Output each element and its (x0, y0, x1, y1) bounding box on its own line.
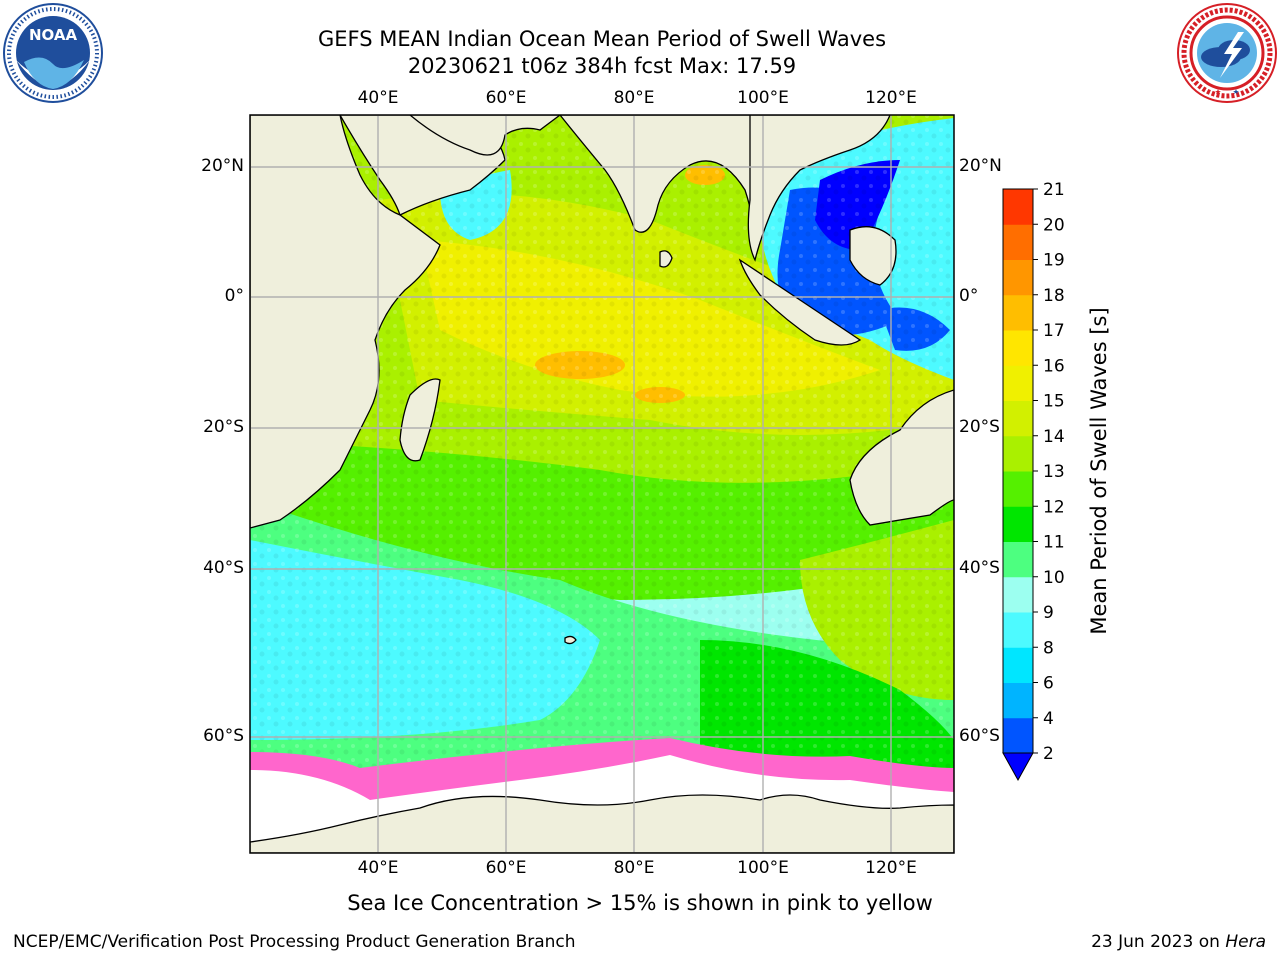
colorbar-segment (1003, 189, 1033, 225)
lon-label-bottom-60e: 60°E (485, 858, 527, 878)
colorbar-segment (1003, 330, 1033, 366)
lon-label-bottom-120e: 120°E (865, 858, 917, 878)
colorbar: 2 4 6 8 9 10 11 12 13 14 15 16 17 18 19 20 21 (1002, 180, 1065, 782)
colorbar-tick-label: 10 (1043, 568, 1065, 588)
colorbar-segment (1003, 717, 1033, 754)
colorbar-tick-label: 20 (1043, 215, 1065, 235)
chart-subtitle: 20230621 t06z 384h fcst Max: 17.59 (407, 54, 797, 78)
lat-label-left-20s: 20°S (203, 417, 244, 437)
lon-label-top-80e: 80°E (613, 88, 655, 108)
lon-label-top-40e: 40°E (357, 88, 399, 108)
lat-label-left-60s: 60°S (203, 726, 244, 746)
land-australia (849, 389, 954, 526)
lat-label-right-40s: 40°S (959, 558, 1000, 578)
colorbar-tick-label: 6 (1043, 674, 1054, 694)
land-antarctica (250, 794, 954, 853)
lon-label-top-60e: 60°E (485, 88, 527, 108)
lat-label-left-20n: 20°N (201, 156, 244, 176)
colorbar-tick-label: 4 (1043, 709, 1054, 729)
lat-label-right-20n: 20°N (959, 156, 1002, 176)
colorbar-segment (1003, 647, 1033, 683)
lat-label-right-20s: 20°S (959, 417, 1000, 437)
colorbar-segment (1003, 506, 1033, 542)
colorbar-segment (1003, 435, 1033, 472)
footer-date-text: 23 Jun 2023 on (1091, 932, 1226, 952)
land-kerguelen (564, 635, 577, 645)
colorbar-label: Mean Period of Swell Waves [s] (1087, 307, 1111, 634)
colorbar-tick-label: 8 (1043, 638, 1054, 658)
colorbar-segment (1003, 576, 1033, 613)
colorbar-under-arrow (1002, 752, 1034, 782)
noaa-logo-text: NOAA (29, 26, 78, 44)
colorbar-segment (1003, 682, 1033, 719)
colorbar-segment (1003, 259, 1033, 296)
nws-logo-icon (1177, 3, 1277, 103)
colorbar-segment (1003, 612, 1033, 648)
colorbar-tick-label: 18 (1043, 286, 1065, 306)
land-sri-lanka (659, 250, 673, 268)
land-africa (250, 115, 441, 529)
colorbar-tick-label: 11 (1043, 533, 1065, 553)
colorbar-tick-label: 16 (1043, 356, 1065, 376)
colorbar-tick-label: 14 (1043, 427, 1065, 447)
land-arabia (408, 115, 562, 156)
lat-label-left-0: 0° (224, 286, 244, 306)
footer-host: Hera (1225, 932, 1266, 952)
lon-label-top-120e: 120°E (865, 88, 917, 108)
colorbar-segment (1003, 294, 1033, 331)
colorbar-tick-label: 12 (1043, 497, 1065, 517)
lat-label-left-40s: 40°S (203, 558, 244, 578)
land-sumatra (738, 258, 862, 346)
colorbar-segment (1003, 224, 1033, 260)
noaa-logo-icon: NOAA (3, 3, 103, 103)
lat-label-right-60s: 60°S (959, 726, 1000, 746)
chart-title: GEFS MEAN Indian Ocean Mean Period of Sw… (317, 27, 887, 51)
lon-label-top-100e: 100°E (737, 88, 789, 108)
colorbar-tick-label: 2 (1043, 744, 1054, 764)
colorbar-segment (1003, 365, 1033, 401)
map-grid (250, 115, 954, 853)
map-frame (249, 114, 955, 854)
land-borneo (849, 226, 897, 286)
land-india (559, 115, 761, 251)
lon-label-bottom-80e: 80°E (613, 858, 655, 878)
land-indochina (747, 115, 891, 262)
colorbar-segment (1003, 471, 1033, 507)
footer-date: 23 Jun 2023 on Hera (1091, 932, 1266, 952)
lat-label-right-0: 0° (959, 286, 979, 306)
footer-credit: NCEP/EMC/Verification Post Processing Pr… (13, 932, 576, 952)
colorbar-segment (1003, 400, 1033, 437)
colorbar-tick-label: 19 (1043, 251, 1065, 271)
lon-label-bottom-40e: 40°E (357, 858, 399, 878)
colorbar-segment (1003, 541, 1033, 578)
colorbar-tick-label: 9 (1043, 603, 1054, 623)
colorbar-tick-label: 13 (1043, 462, 1065, 482)
colorbar-tick-label: 15 (1043, 392, 1065, 412)
colorbar-tick-label: 21 (1043, 180, 1065, 200)
colorbar-tick-label: 17 (1043, 321, 1065, 341)
lon-label-bottom-100e: 100°E (737, 858, 789, 878)
sea-ice-caption: Sea Ice Concentration > 15% is shown in … (347, 891, 933, 915)
